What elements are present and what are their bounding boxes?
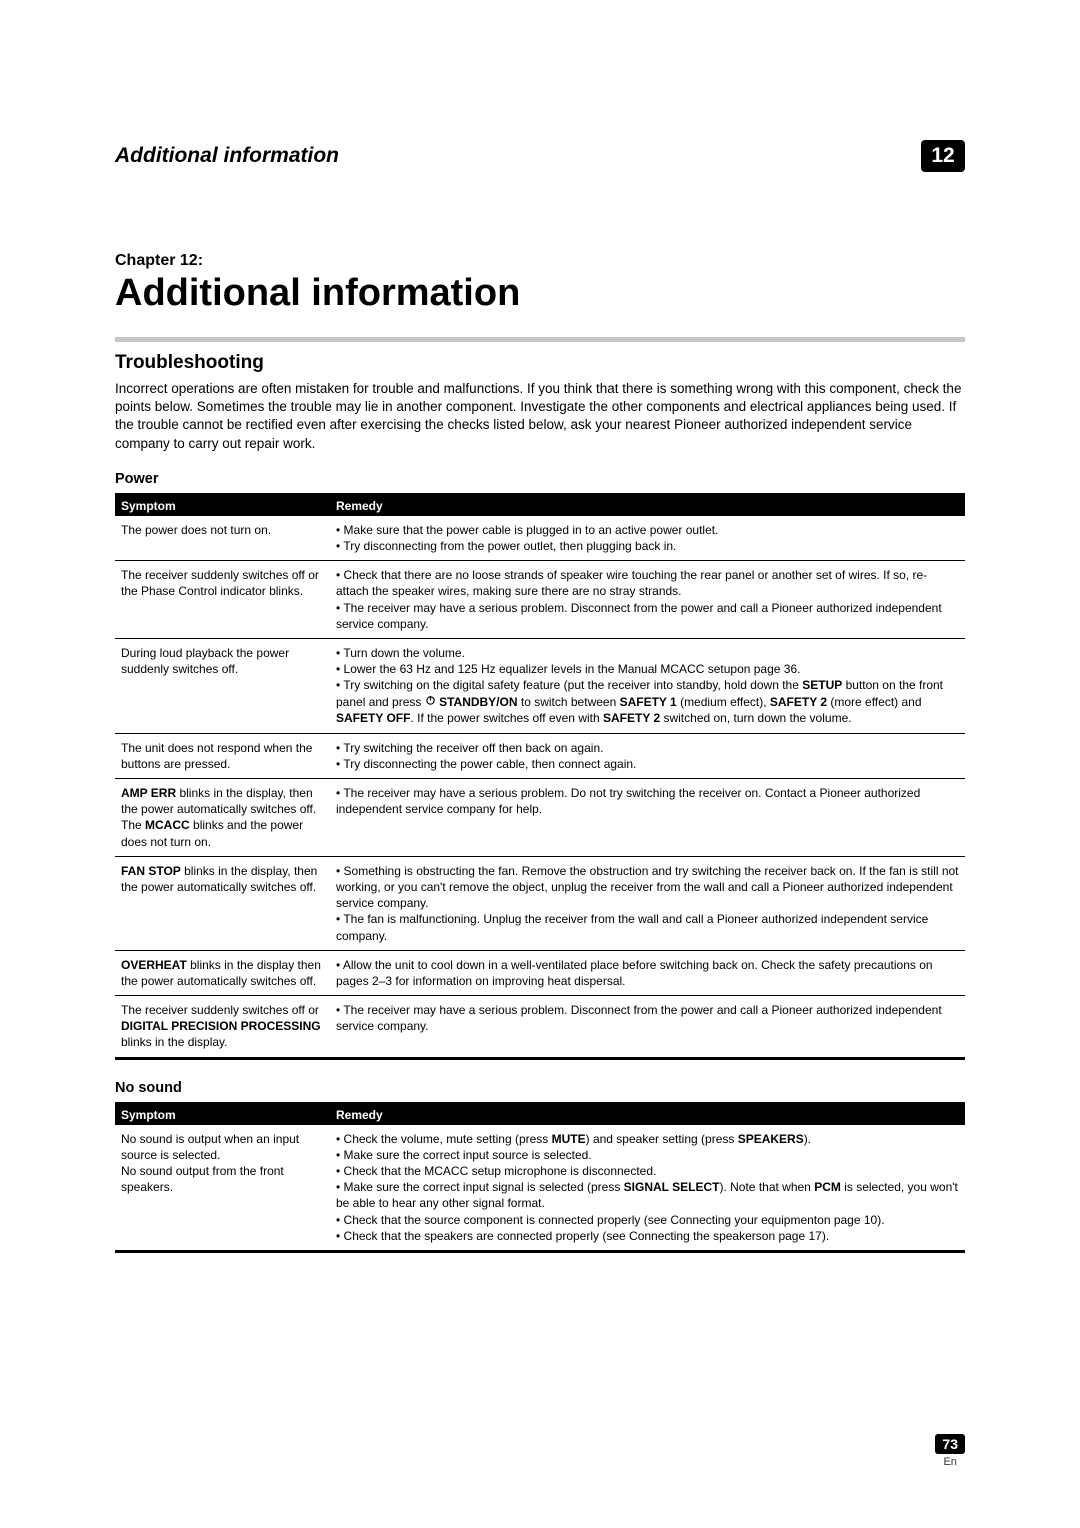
symptom-cell: FAN STOP blinks in the display, then the… — [115, 856, 330, 950]
running-header: Additional information 12 — [115, 140, 965, 172]
remedy-cell: • Allow the unit to cool down in a well-… — [330, 950, 965, 995]
nosound-table: Symptom Remedy No sound is output when a… — [115, 1102, 965, 1253]
table-row: AMP ERR blinks in the display, then the … — [115, 779, 965, 857]
symptom-cell: No sound is output when an input source … — [115, 1125, 330, 1252]
table-row: The receiver suddenly switches off or th… — [115, 561, 965, 639]
symptom-cell: The receiver suddenly switches off or th… — [115, 561, 330, 639]
table-row: The power does not turn on.• Make sure t… — [115, 516, 965, 561]
table-row: The receiver suddenly switches off or DI… — [115, 996, 965, 1059]
table-row: FAN STOP blinks in the display, then the… — [115, 856, 965, 950]
chapter-title: Additional information — [115, 272, 965, 315]
remedy-cell: • Check the volume, mute setting (press … — [330, 1125, 965, 1252]
power-table-body: The power does not turn on.• Make sure t… — [115, 516, 965, 1058]
page-language: En — [935, 1456, 965, 1468]
symptom-cell: The power does not turn on. — [115, 516, 330, 561]
table-row: During loud playback the power suddenly … — [115, 639, 965, 734]
symptom-cell: AMP ERR blinks in the display, then the … — [115, 779, 330, 857]
nosound-subsection-title: No sound — [115, 1080, 965, 1096]
remedy-cell: • Try switching the receiver off then ba… — [330, 733, 965, 778]
table-row: OVERHEAT blinks in the display then the … — [115, 950, 965, 995]
symptom-cell: OVERHEAT blinks in the display then the … — [115, 950, 330, 995]
table-row: No sound is output when an input source … — [115, 1125, 965, 1252]
remedy-cell: • Turn down the volume.• Lower the 63 Hz… — [330, 639, 965, 734]
symptom-cell: The unit does not respond when the butto… — [115, 733, 330, 778]
symptom-cell: During loud playback the power suddenly … — [115, 639, 330, 734]
section-divider — [115, 337, 965, 342]
remedy-cell: • Check that there are no loose strands … — [330, 561, 965, 639]
running-title: Additional information — [115, 144, 339, 168]
power-table: Symptom Remedy The power does not turn o… — [115, 493, 965, 1060]
nosound-table-body: No sound is output when an input source … — [115, 1125, 965, 1252]
page-footer: 73 En — [935, 1434, 965, 1468]
remedy-cell: • The receiver may have a serious proble… — [330, 779, 965, 857]
remedy-cell: • The receiver may have a serious proble… — [330, 996, 965, 1059]
chapter-label: Chapter 12: — [115, 252, 965, 270]
table-row: The unit does not respond when the butto… — [115, 733, 965, 778]
remedy-cell: • Something is obstructing the fan. Remo… — [330, 856, 965, 950]
section-title: Troubleshooting — [115, 352, 965, 374]
power-subsection-title: Power — [115, 471, 965, 487]
table-header-symptom: Symptom — [115, 494, 330, 516]
page-number-badge: 73 — [935, 1434, 965, 1454]
table-header-remedy: Remedy — [330, 494, 965, 516]
remedy-cell: • Make sure that the power cable is plug… — [330, 516, 965, 561]
table-header-symptom: Symptom — [115, 1103, 330, 1125]
chapter-number-badge: 12 — [921, 140, 965, 172]
section-intro: Incorrect operations are often mistaken … — [115, 380, 965, 453]
symptom-cell: The receiver suddenly switches off or DI… — [115, 996, 330, 1059]
table-header-remedy: Remedy — [330, 1103, 965, 1125]
